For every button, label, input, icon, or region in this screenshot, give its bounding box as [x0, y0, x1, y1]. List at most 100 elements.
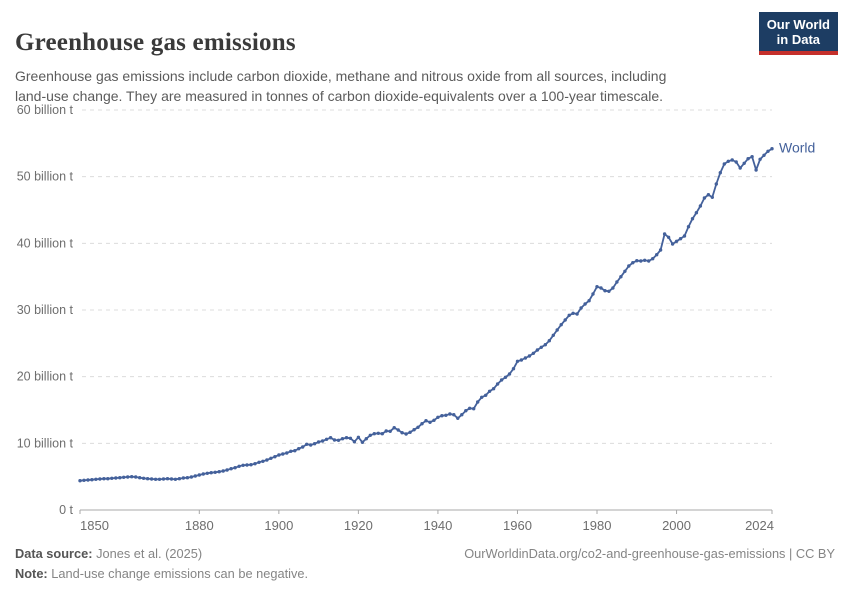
data-point: [436, 415, 440, 419]
data-point: [273, 455, 277, 459]
data-point: [428, 420, 432, 424]
data-point: [770, 147, 774, 151]
data-point: [754, 168, 758, 172]
data-point: [364, 437, 368, 441]
data-point: [599, 286, 603, 290]
data-point: [217, 470, 221, 474]
data-point: [491, 387, 496, 391]
note-line: Note: Land-use change emissions can be n…: [15, 564, 308, 584]
x-tick-label: 1980: [583, 518, 612, 533]
data-point: [169, 477, 174, 481]
data-point: [503, 375, 508, 379]
data-point: [141, 476, 146, 480]
y-tick-label: 40 billion t: [17, 236, 74, 250]
data-point: [456, 416, 460, 420]
data-point: [714, 182, 718, 186]
data-point: [149, 477, 154, 481]
data-point: [400, 431, 404, 435]
data-source-value: Jones et al. (2025): [92, 546, 203, 561]
data-point: [448, 412, 452, 416]
data-point: [591, 292, 595, 296]
data-point: [603, 289, 607, 293]
data-point: [316, 440, 321, 444]
data-point: [265, 458, 269, 462]
data-point: [551, 333, 555, 337]
data-point: [297, 447, 301, 451]
data-point: [484, 393, 488, 397]
data-point: [126, 475, 130, 479]
data-point: [678, 237, 683, 241]
data-point: [698, 204, 703, 208]
data-point: [122, 475, 126, 479]
x-tick-label: 1960: [503, 518, 532, 533]
series-label-world[interactable]: World: [779, 140, 815, 156]
data-point: [90, 478, 94, 482]
x-tick-label: 1900: [264, 518, 293, 533]
data-point: [519, 358, 524, 362]
data-point: [138, 476, 142, 480]
data-point: [301, 445, 305, 449]
data-point: [360, 440, 365, 444]
data-point: [746, 157, 750, 161]
data-point: [102, 477, 106, 481]
footer-citation-link[interactable]: OurWorldinData.org/co2-and-greenhouse-ga…: [464, 546, 835, 561]
data-point: [257, 460, 261, 464]
data-point: [766, 149, 770, 153]
data-point: [555, 328, 559, 332]
data-source-label: Data source:: [15, 546, 93, 561]
data-point: [261, 459, 265, 463]
data-point: [225, 468, 229, 472]
owid-logo-line2: in Data: [776, 32, 821, 47]
x-tick-label: 2024: [745, 518, 774, 533]
data-point: [643, 258, 647, 262]
data-point: [647, 259, 651, 263]
data-point: [734, 160, 738, 164]
data-point: [527, 354, 532, 358]
x-tick-label: 1920: [344, 518, 373, 533]
data-point: [165, 477, 170, 481]
data-point: [619, 275, 623, 279]
data-point: [539, 345, 543, 349]
data-point: [535, 348, 540, 352]
data-point: [277, 453, 281, 457]
data-point: [193, 474, 197, 478]
data-point: [352, 440, 357, 444]
data-point: [376, 431, 380, 435]
data-point: [615, 280, 619, 284]
data-point: [495, 382, 500, 386]
data-point: [372, 432, 376, 436]
y-tick-label: 10 billion t: [17, 436, 74, 450]
data-point: [432, 418, 436, 422]
data-point: [153, 477, 158, 481]
data-point: [635, 259, 639, 263]
y-tick-label: 20 billion t: [17, 370, 74, 384]
owid-logo-line1: Our World: [766, 17, 830, 32]
data-point: [655, 253, 659, 257]
data-point: [380, 432, 384, 436]
data-point: [161, 477, 166, 481]
data-point: [651, 257, 655, 261]
data-point: [627, 264, 631, 268]
data-point: [440, 414, 444, 418]
data-point: [662, 232, 667, 236]
data-point: [348, 436, 353, 440]
chart-plot-area[interactable]: [80, 110, 772, 510]
data-point: [293, 449, 297, 453]
y-tick-label: 30 billion t: [17, 303, 74, 317]
data-point: [185, 476, 190, 480]
data-point: [356, 435, 361, 439]
data-point: [750, 155, 754, 159]
data-point: [726, 159, 730, 163]
owid-logo[interactable]: Our World in Data: [758, 12, 838, 55]
data-point: [221, 469, 225, 473]
data-point: [134, 475, 138, 479]
data-point: [312, 442, 317, 446]
data-point: [639, 259, 643, 263]
data-point: [118, 476, 122, 480]
data-point: [82, 478, 86, 482]
data-point: [607, 289, 611, 293]
data-point: [78, 479, 82, 483]
data-point: [197, 473, 201, 477]
